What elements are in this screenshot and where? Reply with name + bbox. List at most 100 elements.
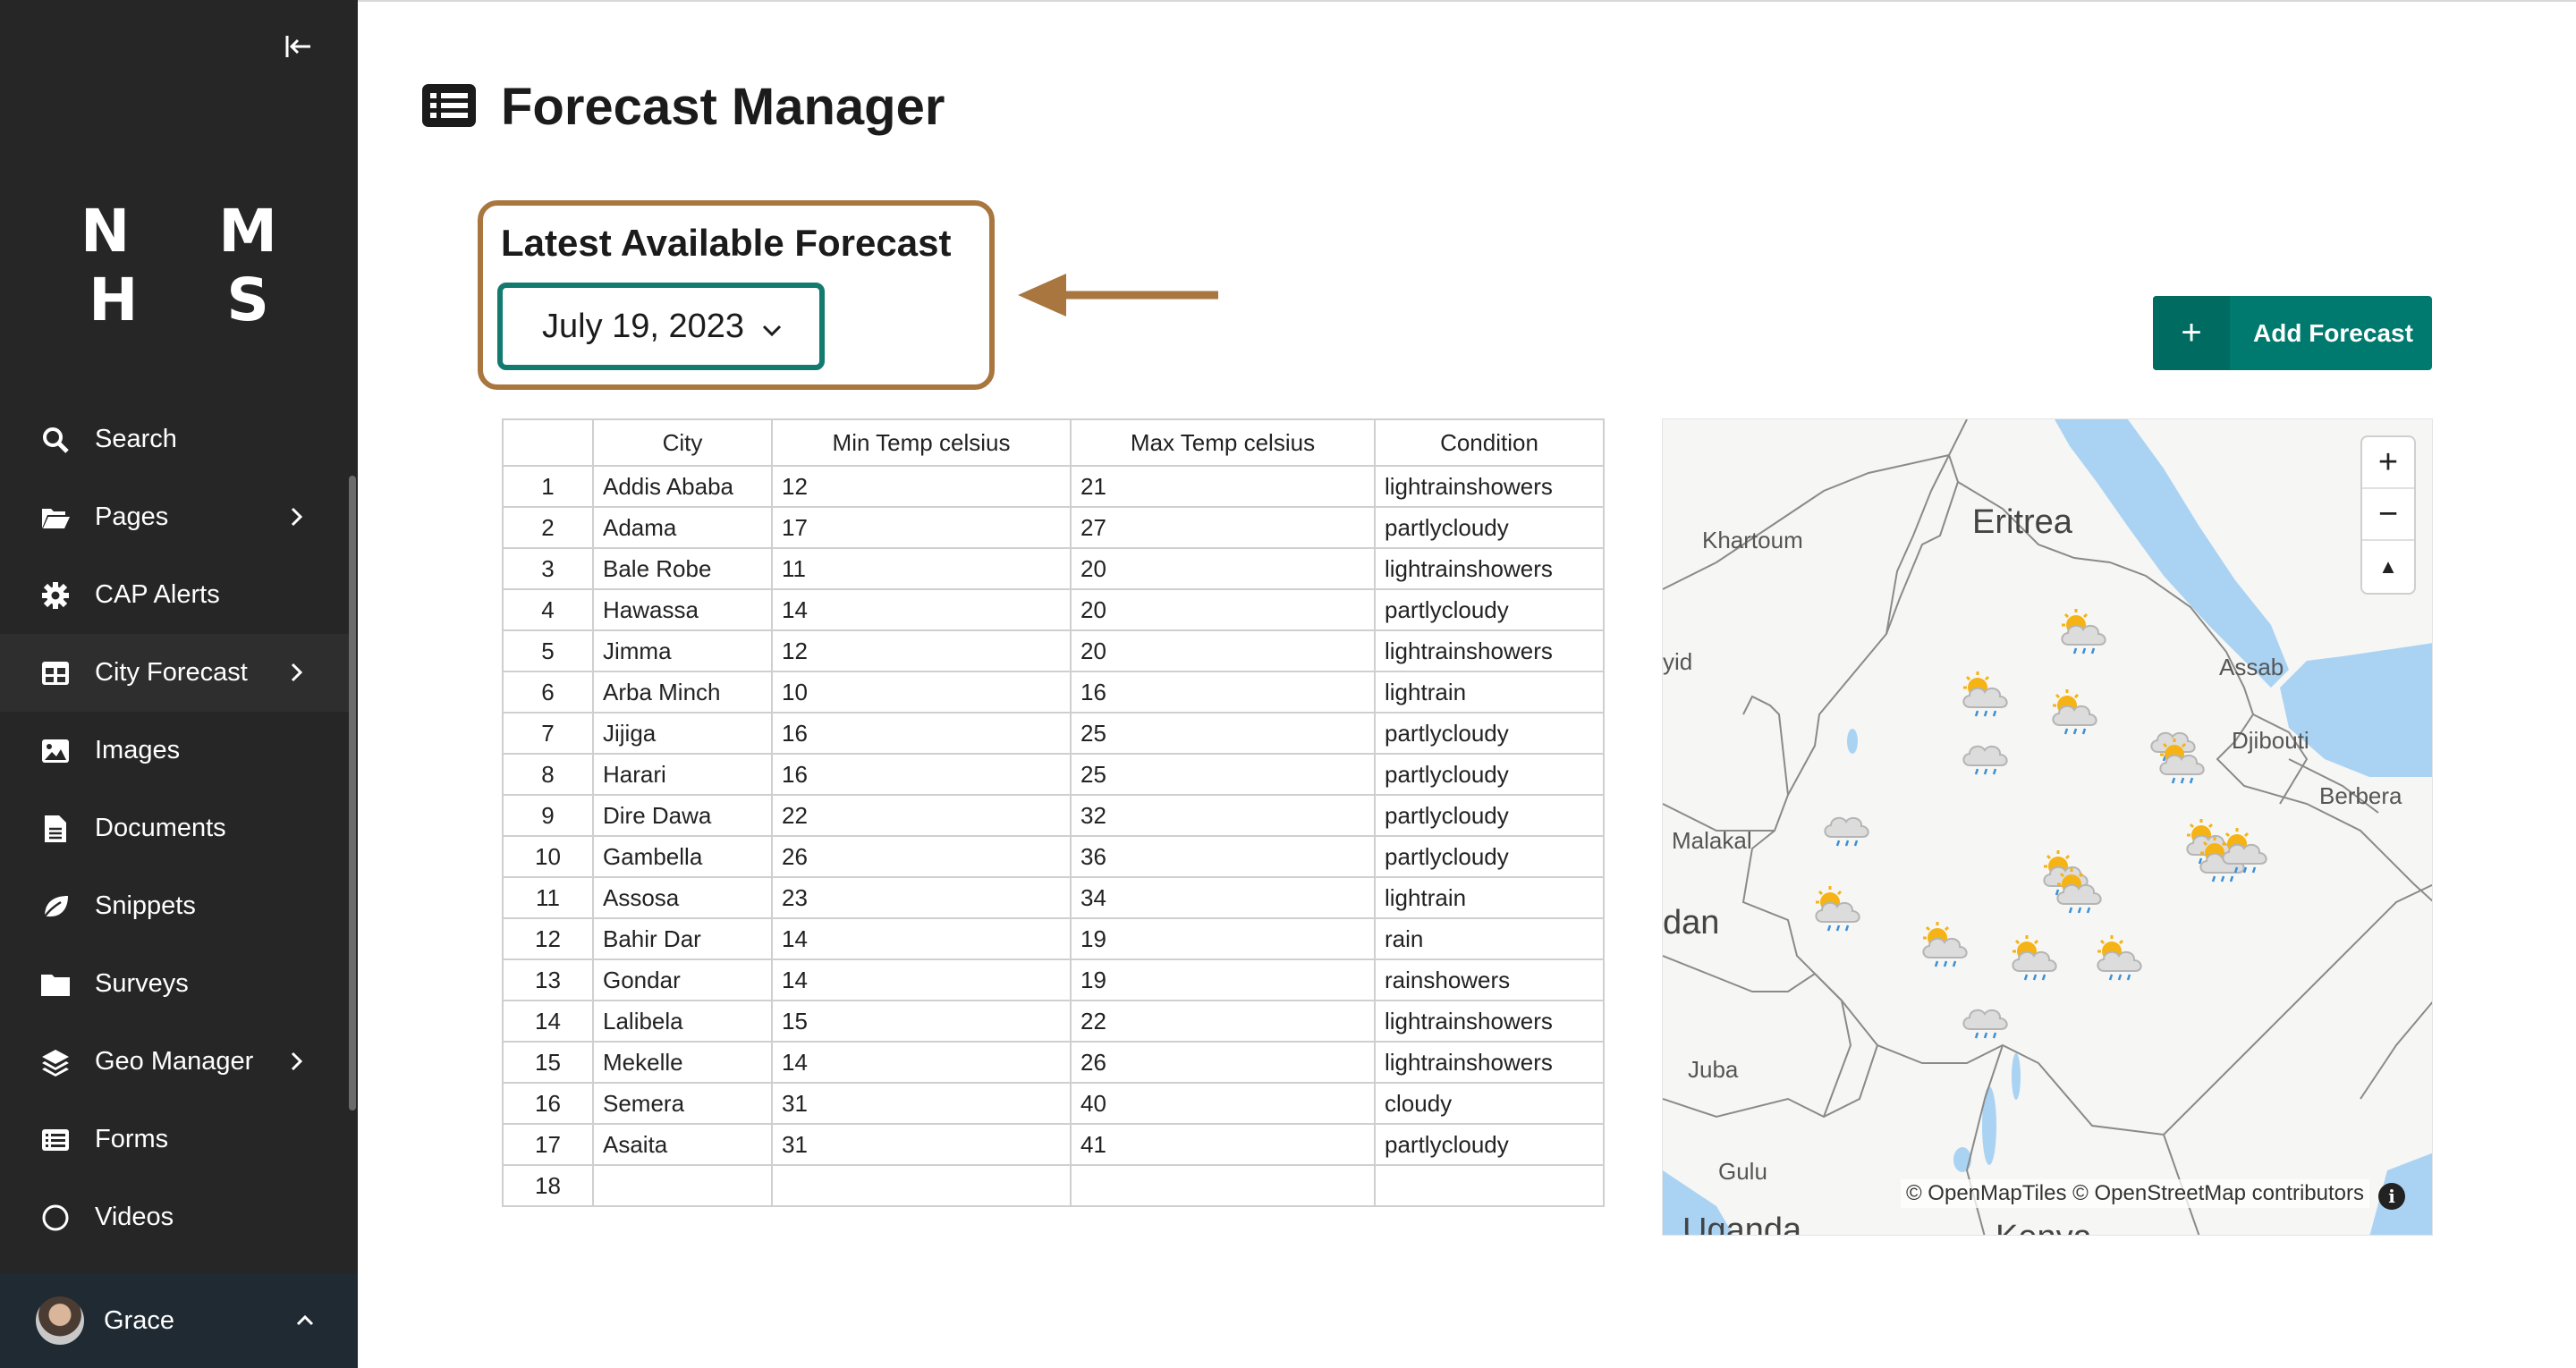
column-header-condition[interactable]: Condition bbox=[1374, 418, 1605, 467]
cell-city[interactable]: Arba Minch bbox=[592, 671, 773, 714]
cell-condition[interactable]: cloudy bbox=[1374, 1082, 1605, 1125]
rain-cloud-icon[interactable] bbox=[1819, 799, 1877, 849]
row-index[interactable]: 12 bbox=[502, 917, 594, 960]
cell-city[interactable]: Gondar bbox=[592, 958, 773, 1001]
row-index[interactable]: 3 bbox=[502, 547, 594, 590]
cell-city[interactable] bbox=[592, 1164, 773, 1207]
map-attribution[interactable]: © OpenMapTiles © OpenStreetMap contribut… bbox=[1900, 1179, 2369, 1208]
partly-cloudy-rain-icon[interactable] bbox=[2092, 933, 2149, 984]
cell-max-temp[interactable]: 36 bbox=[1070, 835, 1376, 878]
column-header-index[interactable] bbox=[502, 418, 594, 467]
row-index[interactable]: 18 bbox=[502, 1164, 594, 1207]
sidebar-item-search[interactable]: Search bbox=[0, 401, 349, 478]
cell-min-temp[interactable]: 14 bbox=[771, 917, 1072, 960]
sidebar-item-geo-manager[interactable]: Geo Manager bbox=[0, 1023, 349, 1101]
cell-min-temp[interactable]: 10 bbox=[771, 671, 1072, 714]
cell-max-temp[interactable]: 20 bbox=[1070, 588, 1376, 631]
row-index[interactable]: 2 bbox=[502, 506, 594, 549]
cell-city[interactable]: Mekelle bbox=[592, 1041, 773, 1084]
row-index[interactable]: 15 bbox=[502, 1041, 594, 1084]
cell-min-temp[interactable]: 31 bbox=[771, 1082, 1072, 1125]
row-index[interactable]: 5 bbox=[502, 629, 594, 672]
cell-city[interactable]: Bale Robe bbox=[592, 547, 773, 590]
partly-cloudy-rain-icon[interactable] bbox=[1958, 670, 2015, 720]
row-index[interactable]: 13 bbox=[502, 958, 594, 1001]
row-index[interactable]: 7 bbox=[502, 712, 594, 755]
cell-max-temp[interactable]: 34 bbox=[1070, 876, 1376, 919]
cell-max-temp[interactable]: 40 bbox=[1070, 1082, 1376, 1125]
row-index[interactable]: 16 bbox=[502, 1082, 594, 1125]
partly-cloudy-rain-icon[interactable] bbox=[2007, 933, 2064, 984]
cell-city[interactable]: Dire Dawa bbox=[592, 794, 773, 837]
collapse-sidebar-icon[interactable] bbox=[279, 34, 318, 61]
cell-min-temp[interactable]: 31 bbox=[771, 1123, 1072, 1166]
sidebar-item-videos[interactable]: Videos bbox=[0, 1178, 349, 1256]
cell-city[interactable]: Assosa bbox=[592, 876, 773, 919]
rain-cloud-icon[interactable] bbox=[1958, 728, 2015, 778]
cell-max-temp[interactable]: 21 bbox=[1070, 465, 1376, 508]
cell-condition[interactable]: lightrainshowers bbox=[1374, 1000, 1605, 1043]
cell-min-temp[interactable]: 14 bbox=[771, 1041, 1072, 1084]
cell-condition[interactable]: rainshowers bbox=[1374, 958, 1605, 1001]
sidebar-item-forms[interactable]: Forms bbox=[0, 1101, 349, 1178]
column-header-min-temp[interactable]: Min Temp celsius bbox=[771, 418, 1072, 467]
add-forecast-button[interactable]: + Add Forecast bbox=[2153, 296, 2432, 370]
cell-min-temp[interactable] bbox=[771, 1164, 1072, 1207]
cell-max-temp[interactable]: 32 bbox=[1070, 794, 1376, 837]
sidebar-item-surveys[interactable]: Surveys bbox=[0, 945, 349, 1023]
cell-condition[interactable] bbox=[1374, 1164, 1605, 1207]
cell-min-temp[interactable]: 16 bbox=[771, 712, 1072, 755]
cell-min-temp[interactable]: 17 bbox=[771, 506, 1072, 549]
cell-min-temp[interactable]: 14 bbox=[771, 588, 1072, 631]
cell-max-temp[interactable]: 25 bbox=[1070, 753, 1376, 796]
cell-city[interactable]: Adama bbox=[592, 506, 773, 549]
cell-max-temp[interactable]: 27 bbox=[1070, 506, 1376, 549]
cell-min-temp[interactable]: 15 bbox=[771, 1000, 1072, 1043]
cell-condition[interactable]: partlycloudy bbox=[1374, 1123, 1605, 1166]
partly-cloudy-rain-icon[interactable] bbox=[2217, 826, 2275, 876]
user-menu[interactable]: Grace bbox=[0, 1273, 358, 1368]
cell-city[interactable]: Harari bbox=[592, 753, 773, 796]
forecast-date-select[interactable]: July 19, 2023 bbox=[497, 283, 825, 370]
partly-cloudy-rain-icon[interactable] bbox=[2155, 737, 2212, 787]
cell-max-temp[interactable]: 25 bbox=[1070, 712, 1376, 755]
sidebar-item-cap-alerts[interactable]: CAP Alerts bbox=[0, 556, 349, 634]
row-index[interactable]: 14 bbox=[502, 1000, 594, 1043]
cell-condition[interactable]: partlycloudy bbox=[1374, 753, 1605, 796]
cell-min-temp[interactable]: 16 bbox=[771, 753, 1072, 796]
cell-max-temp[interactable]: 26 bbox=[1070, 1041, 1376, 1084]
logo[interactable]: N M H S bbox=[80, 197, 311, 334]
cell-max-temp[interactable]: 41 bbox=[1070, 1123, 1376, 1166]
cell-min-temp[interactable]: 22 bbox=[771, 794, 1072, 837]
cell-max-temp[interactable]: 22 bbox=[1070, 1000, 1376, 1043]
cell-min-temp[interactable]: 12 bbox=[771, 465, 1072, 508]
cell-min-temp[interactable]: 26 bbox=[771, 835, 1072, 878]
partly-cloudy-rain-icon[interactable] bbox=[1810, 884, 1868, 934]
cell-max-temp[interactable]: 20 bbox=[1070, 629, 1376, 672]
cell-condition[interactable]: rain bbox=[1374, 917, 1605, 960]
cell-max-temp[interactable]: 19 bbox=[1070, 958, 1376, 1001]
cell-min-temp[interactable]: 23 bbox=[771, 876, 1072, 919]
cell-city[interactable]: Addis Ababa bbox=[592, 465, 773, 508]
row-index[interactable]: 1 bbox=[502, 465, 594, 508]
column-header-max-temp[interactable]: Max Temp celsius bbox=[1070, 418, 1376, 467]
reset-bearing-button[interactable]: ▲ bbox=[2378, 555, 2398, 578]
cell-city[interactable]: Hawassa bbox=[592, 588, 773, 631]
partly-cloudy-rain-icon[interactable] bbox=[2052, 866, 2109, 916]
cell-city[interactable]: Jijiga bbox=[592, 712, 773, 755]
row-index[interactable]: 10 bbox=[502, 835, 594, 878]
cell-condition[interactable]: lightrainshowers bbox=[1374, 547, 1605, 590]
zoom-in-button[interactable]: + bbox=[2362, 437, 2414, 489]
cell-city[interactable]: Lalibela bbox=[592, 1000, 773, 1043]
column-header-city[interactable]: City bbox=[592, 418, 773, 467]
sidebar-scrollbar[interactable] bbox=[349, 476, 356, 1110]
cell-condition[interactable]: partlycloudy bbox=[1374, 588, 1605, 631]
cell-condition[interactable]: partlycloudy bbox=[1374, 712, 1605, 755]
cell-condition[interactable]: lightrain bbox=[1374, 876, 1605, 919]
cell-condition[interactable]: lightrain bbox=[1374, 671, 1605, 714]
cell-max-temp[interactable]: 20 bbox=[1070, 547, 1376, 590]
sidebar-item-pages[interactable]: Pages bbox=[0, 478, 349, 556]
partly-cloudy-rain-icon[interactable] bbox=[2056, 607, 2114, 657]
row-index[interactable]: 4 bbox=[502, 588, 594, 631]
zoom-out-button[interactable]: − bbox=[2362, 489, 2414, 541]
